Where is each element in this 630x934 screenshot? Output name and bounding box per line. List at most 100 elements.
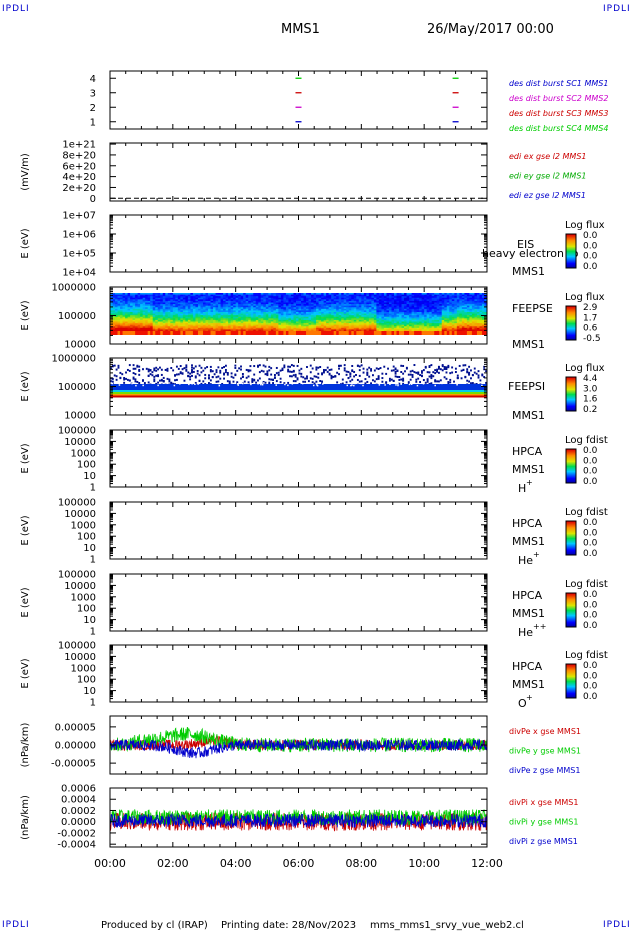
feepse-cell (120, 324, 123, 327)
feepsi-cell (189, 375, 192, 378)
feepse-cell (479, 318, 483, 321)
feepse-cbar-cell (566, 323, 576, 325)
feepse-cell (245, 324, 249, 327)
efield-ytick-label: 6e+20 (62, 161, 96, 172)
feepse-cell (298, 321, 302, 324)
feepse-cell (303, 327, 307, 330)
feepse-cell (132, 293, 136, 295)
feepse-cell (366, 326, 370, 329)
feepse-cell (205, 324, 209, 327)
feepse-cell (165, 316, 169, 319)
feepse-cell (225, 316, 229, 319)
feepse-cell (145, 297, 149, 300)
feepse-cell (388, 302, 392, 305)
feepsi-cell (262, 380, 265, 383)
feepse-cell (338, 324, 342, 327)
feepse-cell (122, 327, 126, 330)
feepse-cell (316, 327, 320, 330)
feepse-cell (273, 321, 277, 324)
feepse-cell (255, 293, 259, 295)
feepse-cell (233, 302, 237, 305)
feepsi-cell (196, 372, 199, 375)
feepse-cell (439, 323, 443, 326)
feepse-cell (190, 312, 194, 314)
feepse-cell (356, 318, 360, 321)
feepse-cell (210, 297, 214, 300)
feepse-cell (336, 319, 340, 322)
feepse-cell (476, 319, 480, 322)
feepse-cell (180, 307, 184, 310)
feepse-cell (228, 297, 232, 300)
feepse-cell (426, 331, 430, 335)
feepse-cell (361, 318, 365, 321)
feepse-cell (243, 316, 247, 319)
feepse-cell (441, 308, 445, 311)
feepse-cell (195, 323, 199, 326)
feepsi-cell (437, 365, 440, 368)
feepse-cell (137, 321, 141, 324)
feepse-cell (278, 327, 282, 330)
feepse-cell (157, 321, 161, 324)
feepse-cell (195, 321, 199, 324)
feepse-cell (416, 323, 420, 326)
feepse-cell (343, 312, 347, 314)
feepse-cell (140, 312, 144, 314)
feepse-cell (479, 297, 483, 300)
feepse-cell (424, 300, 428, 303)
feepsi-cell (223, 373, 225, 376)
feepsi-cell (268, 381, 271, 384)
feepse-cell (137, 307, 141, 310)
feepse-cell (301, 304, 304, 307)
feepse-cell (356, 296, 360, 299)
feepse-cell (258, 294, 262, 297)
feepse-cell (356, 312, 360, 314)
feepse-cell (401, 296, 405, 299)
feepse-cell (243, 323, 247, 326)
feepse-cell (331, 321, 335, 324)
feepse-cell (338, 304, 342, 307)
feepse-cell (323, 327, 327, 330)
feepse-cell (459, 327, 463, 330)
feepse-cell (115, 323, 118, 326)
feepse-cell (265, 323, 269, 326)
feepse-cell (426, 293, 430, 295)
feepse-cell (431, 310, 435, 313)
feepsi-cell (426, 379, 429, 382)
feepse-cell (459, 302, 463, 305)
feepse-cell (182, 329, 186, 332)
feepse-cell (381, 329, 385, 332)
feepse-cell (132, 297, 136, 300)
feepse-cell (306, 307, 309, 310)
feepse-cell (303, 329, 307, 332)
feepse-cell (461, 318, 465, 321)
feepse-cell (175, 305, 179, 308)
feepse-cell (361, 316, 365, 319)
feepse-cell (205, 304, 209, 307)
feepse-cell (414, 316, 418, 319)
feepse-cell (426, 296, 430, 299)
feepse-cell (449, 324, 453, 327)
feepse-cell (205, 331, 209, 335)
feepsi-cell (410, 383, 413, 385)
feepsi-cell (258, 377, 261, 380)
feepse-cell (404, 324, 407, 327)
feepse-cell (190, 323, 194, 326)
feepse-cell (388, 313, 392, 316)
feepsi-cell (402, 382, 405, 385)
feepse-cell (406, 312, 410, 314)
feepse-cell (170, 327, 174, 330)
feepse-cell (215, 294, 219, 297)
feepse-cell (152, 308, 156, 311)
feepse-cell (253, 326, 257, 329)
feepse-cell (484, 319, 488, 322)
feepse-cell (348, 318, 352, 321)
feepse-cell (386, 297, 390, 300)
feepse-cell (363, 331, 367, 335)
feepse-cbar-cell (566, 312, 576, 314)
feepse-cell (386, 319, 390, 322)
feepse-cell (343, 321, 347, 324)
feepse-cell (321, 302, 325, 305)
feepse-cell (187, 313, 191, 316)
feepse-cell (399, 321, 402, 324)
feepse-cell (197, 293, 201, 295)
